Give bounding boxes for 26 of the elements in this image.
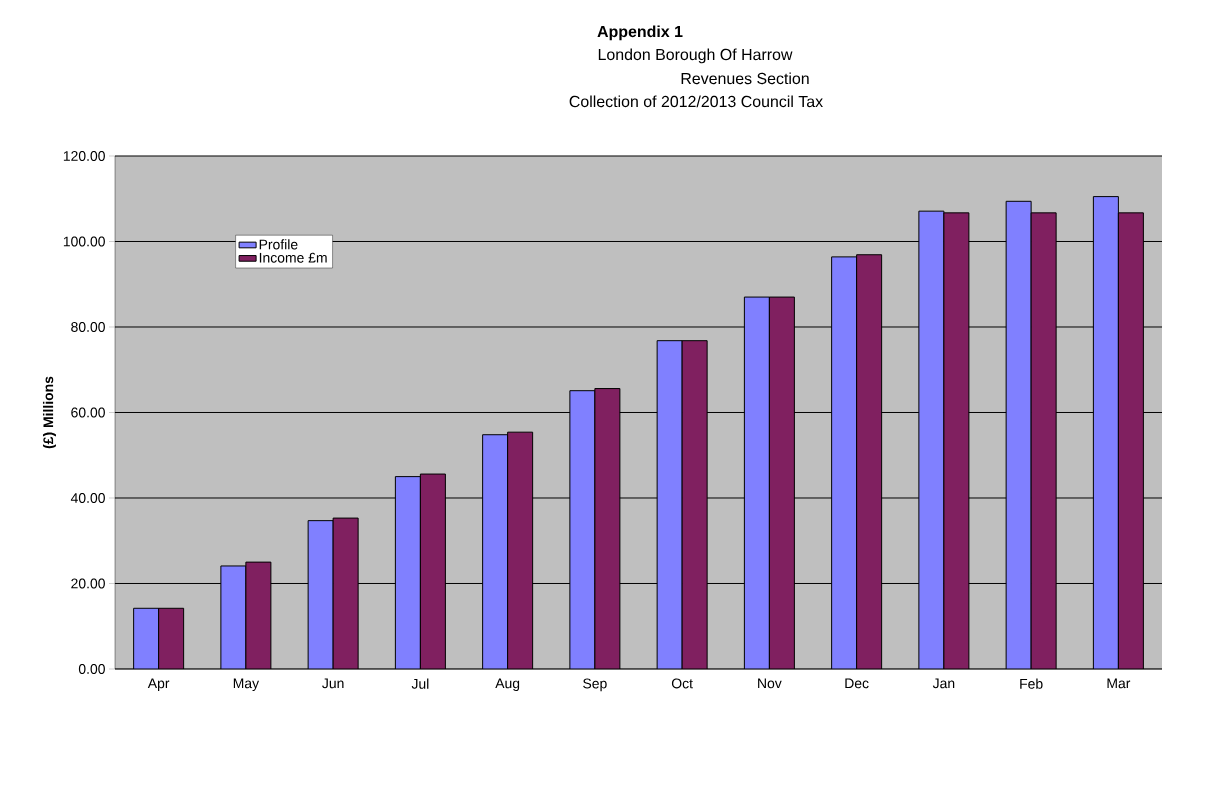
legend-label: Profile bbox=[259, 239, 298, 250]
legend-label: Income £m bbox=[259, 252, 327, 263]
y-tick-label: 120.00 bbox=[63, 151, 105, 161]
y-tick-label: 60.00 bbox=[71, 407, 105, 418]
chart-subtitle: London Borough Of Harrow bbox=[598, 48, 793, 64]
y-tick-label: 80.00 bbox=[71, 322, 105, 332]
x-tick-label: Jul bbox=[411, 678, 429, 689]
x-tick-label: Jun bbox=[322, 678, 344, 689]
y-tick-label: 0.00 bbox=[78, 664, 105, 674]
x-tick-label: Jan bbox=[932, 678, 955, 689]
chart-title: Appendix 1 bbox=[597, 25, 683, 41]
x-tick-label: May bbox=[233, 678, 260, 691]
x-tick-label: Sep bbox=[583, 678, 607, 692]
text: Collection of 2012/2013 Council Tax bbox=[569, 95, 823, 108]
x-tick-label: Oct bbox=[671, 678, 693, 689]
x-tick-label: Feb bbox=[1020, 678, 1043, 689]
y-tick-label: 100.00 bbox=[63, 236, 105, 247]
x-tick-label: Nov bbox=[758, 678, 782, 689]
x-tick-label: Apr bbox=[147, 678, 170, 691]
y-axis-title: (£) Millions bbox=[42, 376, 56, 449]
x-tick-label: Dec bbox=[845, 678, 869, 689]
text: Revenues Section bbox=[681, 72, 809, 85]
x-tick-label: Aug bbox=[495, 678, 520, 691]
x-tick-label: Mar bbox=[1107, 678, 1131, 689]
y-tick-label: 20.00 bbox=[71, 578, 105, 589]
y-tick-label: 40.00 bbox=[70, 493, 105, 503]
